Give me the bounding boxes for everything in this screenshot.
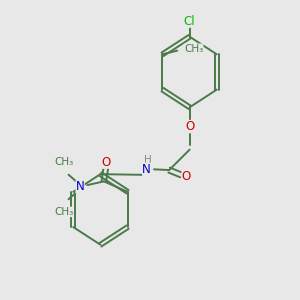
Text: O: O (182, 170, 191, 183)
Text: O: O (102, 156, 111, 169)
Text: Cl: Cl (184, 15, 195, 28)
Text: CH₃: CH₃ (54, 157, 73, 167)
Text: N: N (76, 181, 85, 194)
Text: CH₃: CH₃ (54, 207, 73, 217)
Text: H: H (144, 155, 152, 165)
Text: CH₃: CH₃ (184, 44, 203, 54)
Text: N: N (142, 163, 151, 176)
Text: O: O (185, 120, 194, 133)
